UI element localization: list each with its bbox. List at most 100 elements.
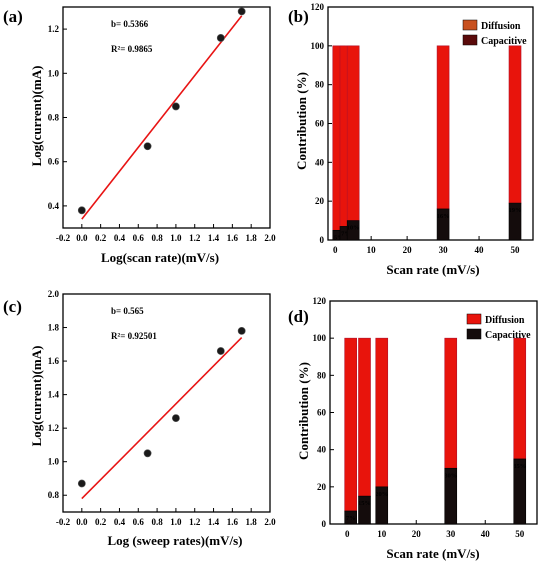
x-tick-label: 1.8: [246, 233, 258, 243]
bar-capacitive: [358, 495, 371, 525]
y-axis-label: Contribution (%): [296, 362, 311, 460]
legend-label-diffusion: Diffusion: [481, 21, 521, 32]
y-tick-label: 120: [313, 296, 327, 306]
bar-capacitive: [344, 510, 358, 525]
x-tick-label: 30: [439, 245, 449, 255]
bar-diffusion: [358, 337, 371, 497]
bar-data-label: 7%: [341, 230, 351, 237]
legend-swatch-capacitive: [462, 34, 478, 46]
x-tick-label: 1.0: [170, 233, 182, 243]
legend-label-capacitive: Capacitive: [485, 330, 531, 341]
data-point: [77, 479, 86, 488]
y-axis-label: Log(current)(mA): [29, 66, 44, 167]
x-tick-label: 40: [475, 245, 485, 255]
bar-data-label: 7%: [346, 515, 356, 522]
slope-annotation: b= 0.5366: [111, 19, 149, 29]
x-tick-label: 1.8: [246, 517, 258, 527]
slope-annotation: b= 0.565: [111, 306, 144, 316]
legend-swatch-diffusion: [466, 313, 482, 325]
bar-data-label: 30%: [444, 472, 457, 479]
x-axis-label: Scan rate (mV/s): [386, 546, 479, 561]
panel-1: (b) 0 10 20 30 40 50 0 20 40 60 80 100 120 Scan rate (…: [288, 2, 534, 277]
legend-label-capacitive: Capacitive: [481, 36, 527, 47]
y-tick-label: 0: [322, 519, 327, 529]
y-tick-label: 0.8: [48, 490, 60, 500]
x-tick-label: 0: [333, 245, 338, 255]
bar-capacitive: [444, 467, 458, 525]
fit-line: [81, 337, 243, 500]
y-tick-label: 1.0: [48, 68, 60, 78]
x-tick-label: 2.0: [264, 517, 276, 527]
x-tick-label: 50: [511, 245, 521, 255]
legend-label-diffusion: Diffusion: [485, 315, 525, 326]
x-axis-label: Log(scan rate)(mV/s): [101, 250, 219, 265]
y-tick-label: 1.0: [48, 457, 60, 467]
bar-diffusion: [375, 337, 389, 488]
y-tick-label: 120: [311, 2, 325, 12]
panel-2: (c) -0.2 0.0 0.2 0.4 0.6 0.8 1.0 1.2 1.4 1.6 1.8 2.0…: [3, 289, 276, 548]
x-tick-label: 0.8: [151, 233, 163, 243]
data-point: [216, 34, 225, 42]
y-tick-label: 0.8: [48, 113, 60, 123]
x-tick-label: 1.6: [227, 517, 239, 527]
x-tick-label: 0.4: [114, 517, 126, 527]
panel-label: (d): [288, 307, 309, 326]
bar-data-label: 20%: [375, 491, 388, 498]
y-tick-label: 1.2: [48, 24, 60, 34]
bar-capacitive: [513, 458, 527, 525]
bar-capacitive: [346, 220, 360, 241]
y-tick-label: 0.4: [48, 201, 60, 211]
bar-data-label: 16%: [437, 213, 450, 220]
r2-annotation: R²= 0.9865: [111, 44, 153, 54]
data-point: [216, 347, 225, 355]
bar-capacitive: [508, 202, 522, 241]
x-tick-label: 1.4: [208, 233, 220, 243]
x-tick-label: 20: [412, 529, 422, 539]
y-tick-label: 80: [317, 370, 327, 380]
y-tick-label: 1.2: [48, 423, 60, 433]
plot-frame: [62, 293, 271, 513]
x-tick-label: 0.2: [95, 517, 107, 527]
x-tick-label: 0.6: [133, 233, 145, 243]
panel-label: (a): [3, 7, 23, 26]
x-tick-label: 1.0: [170, 517, 182, 527]
x-tick-label: 1.2: [189, 233, 201, 243]
data-point: [237, 326, 246, 335]
x-tick-label: 1.2: [189, 517, 201, 527]
x-tick-label: 0.8: [151, 517, 163, 527]
bar-diffusion: [346, 45, 360, 221]
y-axis-label: Log(current)(mA): [29, 346, 44, 447]
y-tick-label: 1.4: [48, 390, 60, 400]
x-tick-label: 10: [377, 529, 387, 539]
y-tick-label: 20: [315, 196, 325, 206]
bar-data-label: 19%: [509, 207, 522, 214]
data-point: [143, 449, 152, 458]
x-tick-label: 30: [446, 529, 456, 539]
y-tick-label: 1.6: [48, 356, 60, 366]
x-tick-label: 20: [403, 245, 413, 255]
y-tick-label: 1.8: [48, 323, 60, 333]
x-tick-label: 0.0: [76, 233, 88, 243]
panel-label: (c): [3, 297, 22, 316]
data-point: [77, 206, 86, 215]
bar-diffusion: [513, 337, 527, 460]
bar-diffusion: [436, 45, 450, 210]
bar-diffusion: [444, 337, 458, 469]
bar-data-label: 10%: [347, 225, 360, 232]
x-tick-label: 0.2: [95, 233, 107, 243]
x-tick-label: 40: [481, 529, 491, 539]
x-axis-label: Log (sweep rates)(mV/s): [107, 533, 242, 548]
y-tick-label: 0: [320, 235, 325, 245]
x-tick-label: 0.6: [133, 517, 145, 527]
x-tick-label: 1.6: [227, 233, 239, 243]
y-tick-label: 100: [311, 41, 325, 51]
x-tick-label: 0.4: [114, 233, 126, 243]
panel-3: (d) 0 10 20 30 40 50 0 20 40 60 80 100 120 Scan rate (…: [288, 296, 538, 561]
x-tick-label: 2.0: [264, 233, 276, 243]
plot-frame: [62, 6, 271, 229]
fit-line: [81, 15, 243, 220]
bar-diffusion: [344, 337, 358, 512]
legend-swatch-capacitive: [466, 328, 482, 340]
x-tick-label: 1.4: [208, 517, 220, 527]
